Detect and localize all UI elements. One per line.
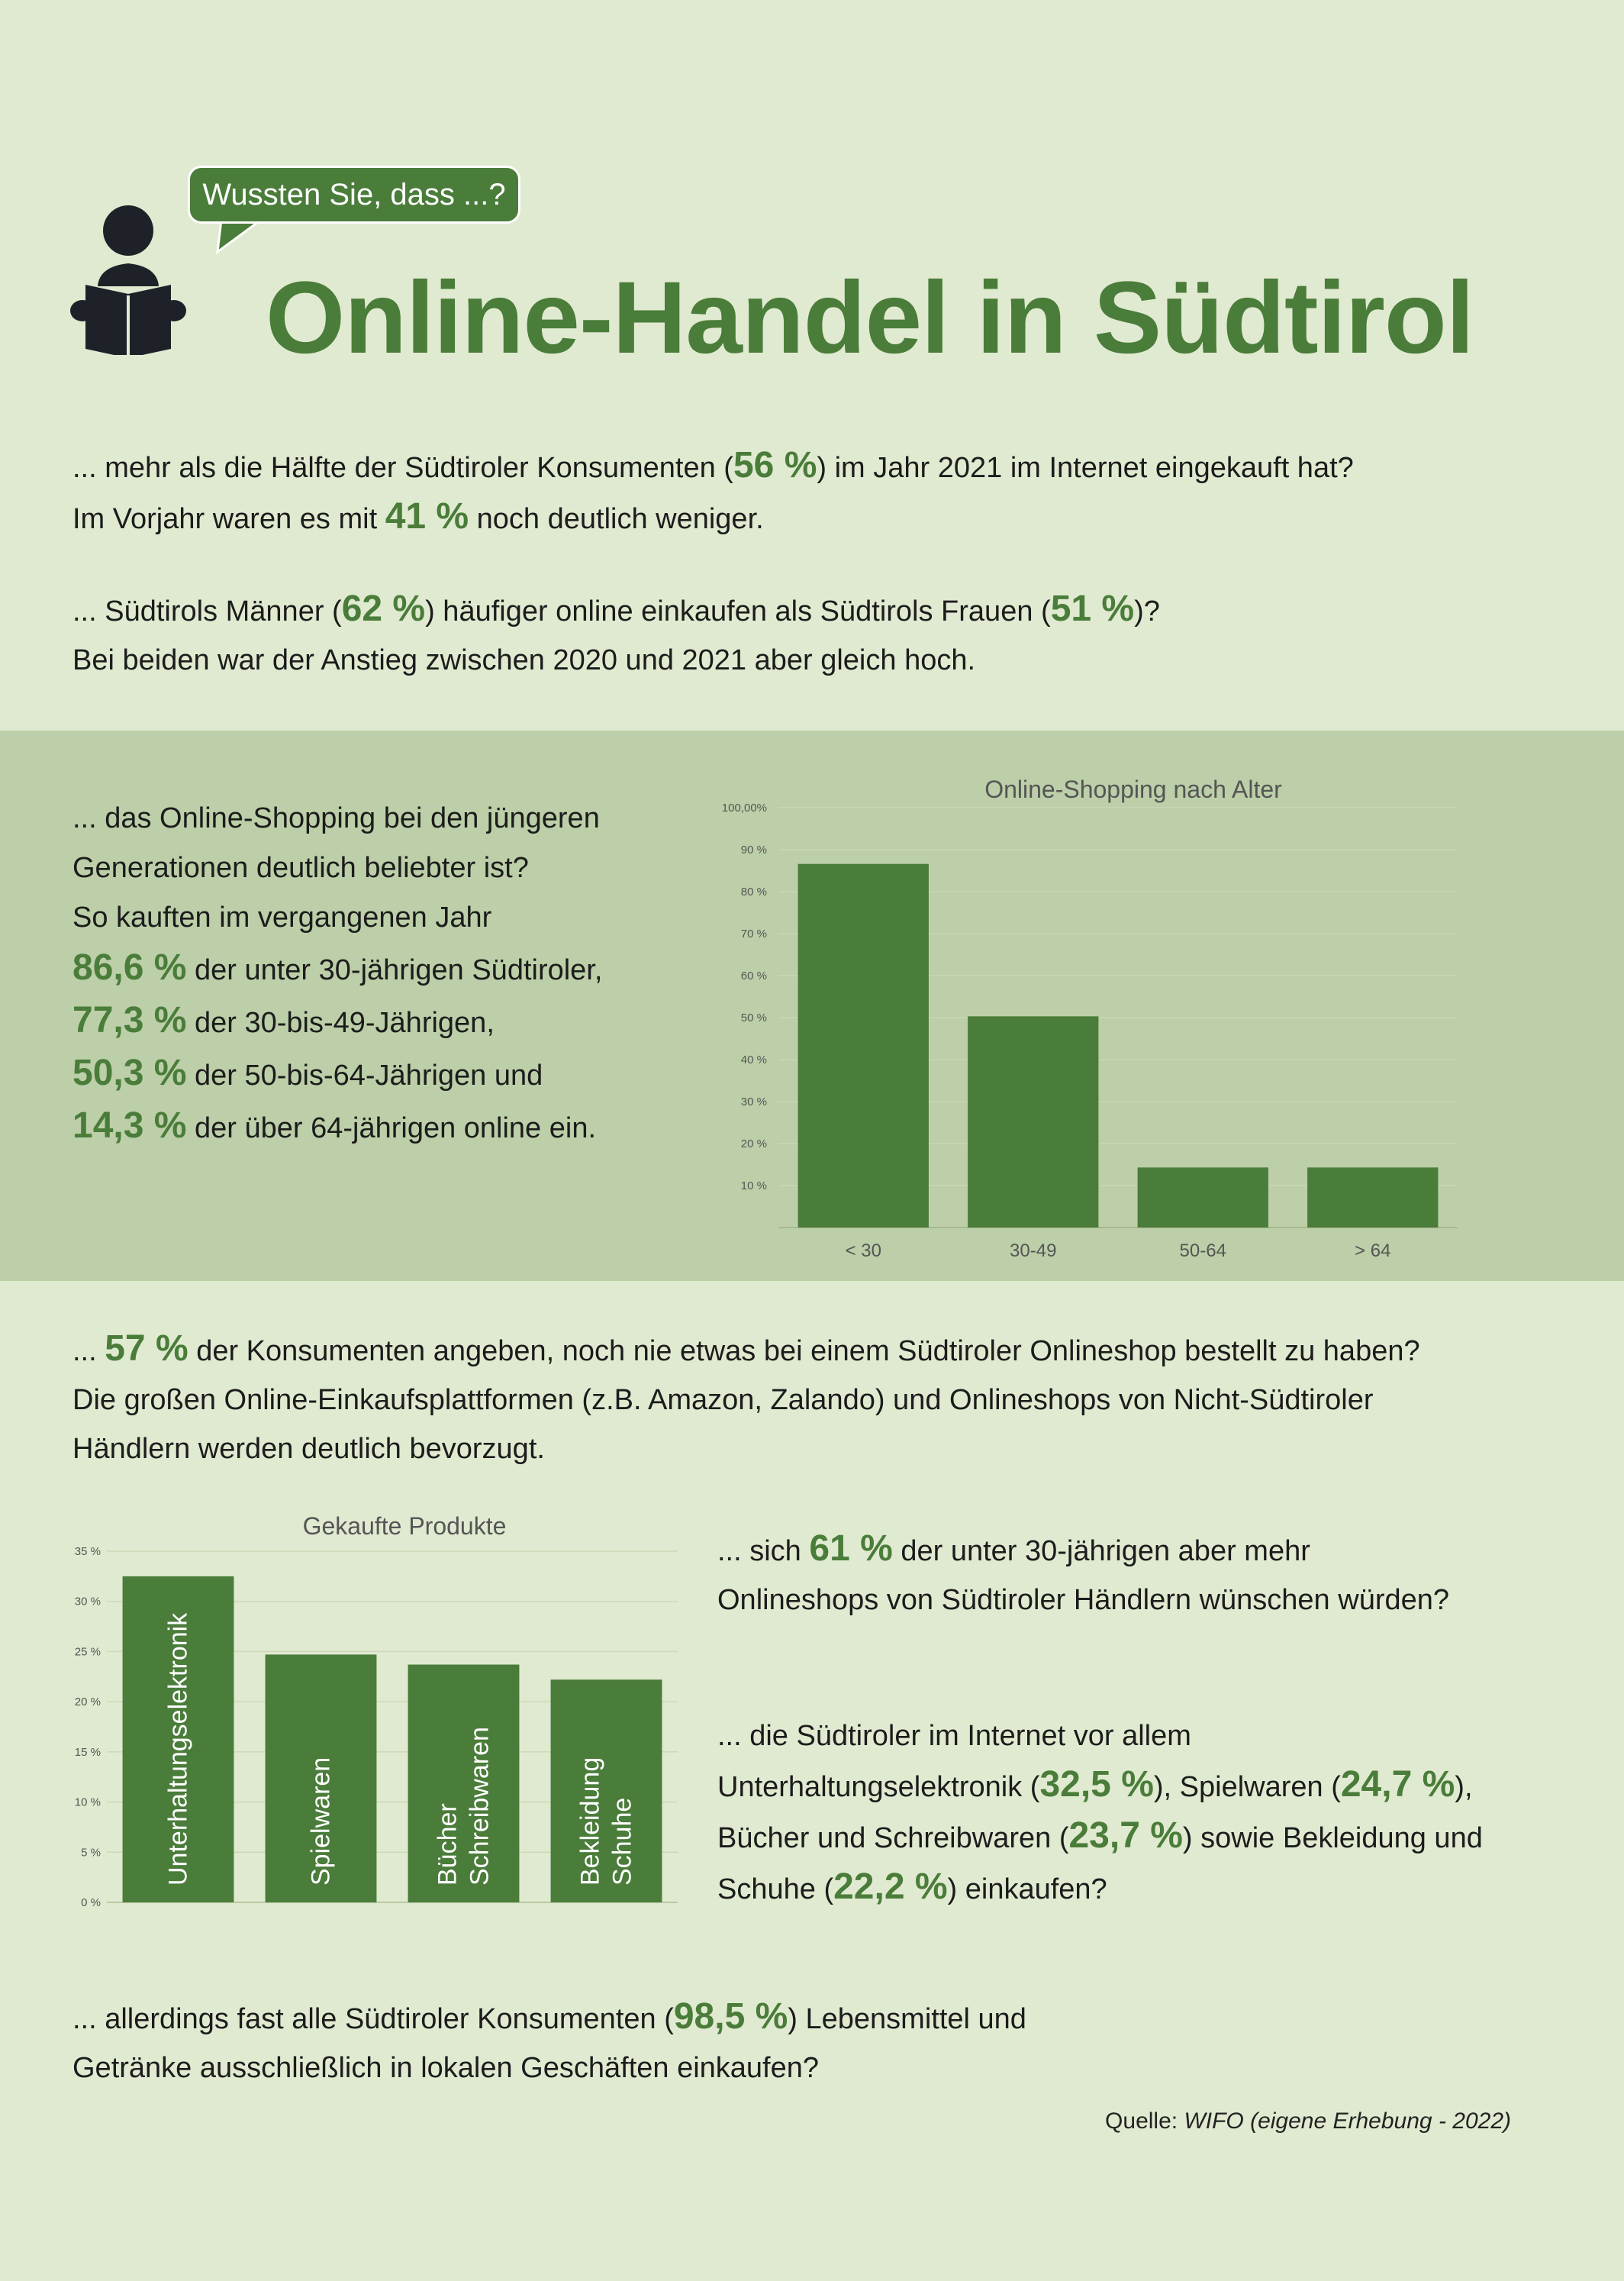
y-tick-label: 80 %: [741, 886, 767, 899]
y-tick-label: 60 %: [741, 970, 767, 982]
x-tick-label: 30-49: [1010, 1241, 1056, 1261]
source-note: Quelle: WIFO (eigene Erhebung - 2022): [1105, 2108, 1511, 2134]
bar: [122, 1576, 234, 1902]
y-tick-label: 0 %: [81, 1896, 101, 1909]
bar: [408, 1664, 520, 1902]
y-tick-label: 20 %: [741, 1137, 767, 1150]
age-paragraph: ... das Online-Shopping bei den jüngeren…: [72, 802, 603, 1146]
bar: [265, 1654, 377, 1902]
y-tick-label: 10 %: [741, 1179, 767, 1192]
age-bar-chart: Online-Shopping nach Alter 10 % 20 % 30 % 40…: [722, 776, 1458, 1261]
reader-icon: [70, 205, 186, 355]
category-label: Schreibwaren: [466, 1727, 495, 1886]
y-tick-label: 90 %: [741, 844, 767, 857]
y-tick-label: 35 %: [75, 1545, 101, 1558]
speech-bubble: Wussten Sie, dass ...?: [188, 166, 520, 224]
y-tick-label: 10 %: [75, 1796, 101, 1809]
y-tick-label: 30 %: [75, 1595, 101, 1608]
y-tick-label: 50 %: [741, 1011, 767, 1024]
y-tick-label: 100,00%: [722, 802, 767, 815]
y-tick-label: 40 %: [741, 1053, 767, 1066]
category-label: Bücher: [433, 1803, 462, 1886]
bar: [798, 863, 929, 1228]
intro-paragraph-2: ... Südtirols Männer (62 %) häufiger onl…: [72, 589, 1160, 676]
products-bar-chart: Gekaufte Produkte 0 % 5 % 10 % 15 % 20 % 25 % 3…: [75, 1512, 678, 1909]
y-tick-label: 5 %: [81, 1846, 101, 1859]
category-label: Spielwaren: [307, 1757, 336, 1886]
y-tick-label: 70 %: [741, 928, 767, 940]
products-paragraph: ... die Südtiroler im Internet vor allem…: [717, 1720, 1483, 1907]
wish-paragraph: ... sich 61 % der unter 30-jährigen aber…: [717, 1528, 1450, 1616]
chart-title: Online-Shopping nach Alter: [984, 776, 1282, 803]
x-tick-label: > 64: [1355, 1241, 1390, 1261]
x-tick-label: 50-64: [1180, 1241, 1226, 1261]
bar: [1307, 1167, 1439, 1228]
food-paragraph: ... allerdings fast alle Südtiroler Kons…: [72, 1996, 1026, 2084]
y-tick-label: 25 %: [75, 1645, 101, 1658]
page-title: Online-Handel in Südtirol: [266, 261, 1474, 375]
y-tick-label: 15 %: [75, 1746, 101, 1759]
x-tick-label: < 30: [846, 1241, 881, 1261]
intro-paragraph-1: ... mehr als die Hälfte der Südtiroler K…: [72, 445, 1354, 537]
category-label: Schuhe: [608, 1798, 637, 1886]
bubble-tail: [216, 220, 266, 255]
category-label: Bekleidung: [576, 1757, 605, 1886]
bar: [968, 1016, 1099, 1228]
category-label: Unterhaltungselektronik: [164, 1612, 193, 1886]
y-tick-label: 20 %: [75, 1695, 101, 1708]
local-shop-paragraph: ... 57 % der Konsumenten angeben, noch n…: [72, 1328, 1420, 1465]
bar: [550, 1679, 662, 1902]
y-tick-label: 30 %: [741, 1095, 767, 1108]
bar: [1137, 1167, 1268, 1228]
chart-title: Gekaufte Produkte: [303, 1512, 507, 1540]
